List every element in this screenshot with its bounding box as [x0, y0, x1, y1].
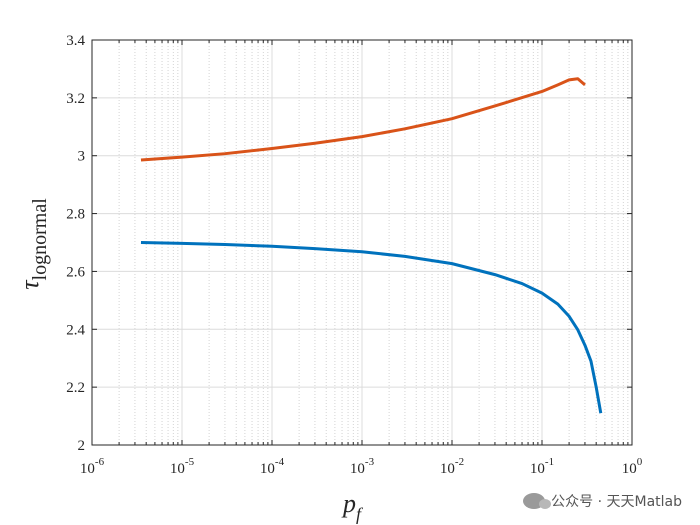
y-tick-label: 2.4 — [66, 322, 85, 338]
y-tick-label: 3.2 — [66, 91, 85, 107]
y-axis-label-sub: lognormal — [29, 198, 51, 281]
y-axis-label: τlognormal — [15, 198, 51, 290]
axes — [91, 39, 633, 446]
grid-lines — [91, 39, 633, 446]
y-tick-label: 2.2 — [66, 380, 85, 396]
watermark: 公众号 · 天天Matlab — [523, 491, 682, 511]
y-tick-label: 2.6 — [66, 264, 85, 280]
y-tick-label: 2.8 — [66, 207, 85, 223]
series-line-2 — [140, 241, 603, 414]
x-tick-label: 100 — [622, 456, 643, 477]
x-tick-labels: 10-6 10-5 10-4 10-3 10-2 10-1 100 — [80, 456, 643, 477]
x-tick-label: 10-3 — [350, 456, 375, 477]
y-tick-labels: 2 2.2 2.4 2.6 2.8 3 3.2 3.4 — [66, 33, 85, 454]
series-group — [140, 77, 603, 414]
x-axis-label-main: p — [341, 489, 356, 518]
y-tick-label: 3 — [78, 149, 86, 165]
series-line-1 — [140, 77, 586, 162]
x-axis-label-sub: f — [356, 504, 364, 524]
x-tick-label: 10-6 — [80, 456, 105, 477]
x-tick-label: 10-2 — [440, 456, 464, 477]
y-axis-label-main: τ — [15, 279, 44, 290]
y-tick-label: 2 — [78, 438, 86, 454]
x-tick-label: 10-1 — [530, 456, 554, 477]
x-tick-label: 10-4 — [260, 456, 285, 477]
y-tick-label: 3.4 — [66, 33, 85, 49]
wechat-icon — [523, 493, 552, 509]
x-axis-label: pf — [341, 489, 364, 524]
watermark-text: 公众号 · 天天Matlab — [551, 494, 682, 510]
x-tick-label: 10-5 — [170, 456, 195, 477]
